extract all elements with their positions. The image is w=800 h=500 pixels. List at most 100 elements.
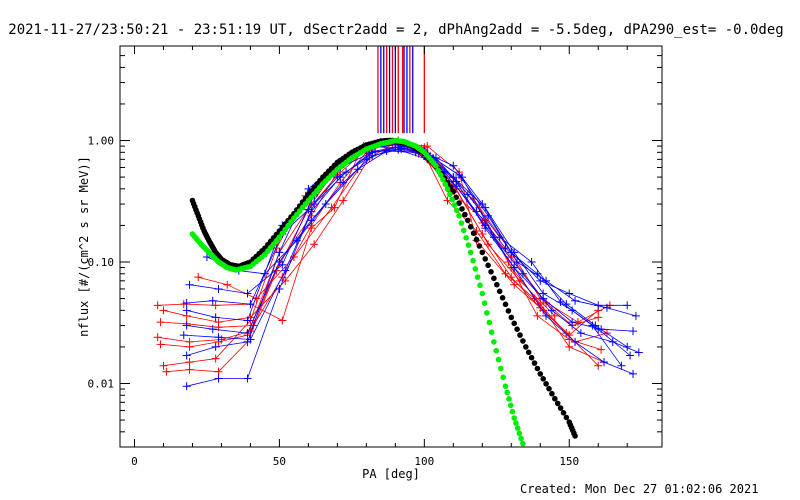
fit-curve-point-green — [285, 222, 291, 229]
data-point-blue — [394, 143, 403, 152]
data-point-blue — [275, 248, 284, 257]
fit-curve-point-black — [534, 365, 541, 372]
fit-curve-point-green — [479, 290, 486, 297]
data-point-blue — [431, 153, 440, 162]
data-point-blue — [565, 289, 574, 298]
fit-curve-point-green — [493, 347, 500, 354]
y-tick-label: 0.10 — [88, 256, 115, 269]
data-point-blue — [518, 269, 527, 278]
fit-curve-point-black — [459, 206, 465, 212]
data-point-blue — [208, 325, 217, 334]
data-point-blue — [542, 311, 551, 320]
data-point-blue — [458, 173, 467, 182]
fit-curve-point-black — [482, 256, 489, 262]
data-point-red — [597, 345, 606, 354]
data-point-blue — [275, 284, 284, 293]
fit-curve-point-green — [474, 274, 481, 280]
data-point-blue — [571, 337, 580, 346]
fit-curve-point-green — [509, 408, 516, 415]
fit-curve-point-green — [454, 207, 460, 214]
fit-curve-point-black — [496, 288, 503, 295]
data-point-blue — [568, 318, 577, 327]
fit-curve-point-green — [500, 374, 507, 381]
x-axis-label: PA [deg] — [362, 467, 420, 481]
data-point-blue — [243, 316, 252, 325]
data-point-red — [565, 331, 574, 340]
data-point-red — [594, 313, 603, 322]
data-point-red — [484, 240, 493, 249]
fit-curve-point-black — [540, 376, 546, 382]
fit-curve-point-black — [488, 269, 494, 275]
fit-curve-point-green — [449, 196, 456, 203]
fit-curve-point-green — [440, 176, 446, 183]
data-point-blue — [243, 337, 252, 346]
fit-curve-point-black — [552, 395, 558, 402]
fit-curve-point-black — [511, 320, 517, 327]
fit-curve-point-green — [451, 202, 458, 208]
y-axis: 0.01 0.10 1.00 — [88, 45, 662, 448]
data-point-blue — [182, 351, 191, 360]
x-axis: 0 50 100 150 — [131, 46, 628, 468]
data-point-blue — [449, 161, 458, 170]
fit-curve-point-black — [465, 217, 471, 224]
fit-curve-group — [189, 137, 578, 447]
created-timestamp: Created: Mon Dec 27 01:02:06 2021 — [520, 482, 758, 496]
data-point-blue — [547, 306, 556, 315]
fit-curve-point-green — [433, 162, 439, 169]
data-point-blue — [463, 190, 472, 199]
fit-curve-point-green — [276, 234, 283, 240]
fit-curve-point-green — [486, 319, 493, 326]
fit-curve-point-green — [458, 220, 465, 226]
fit-curve-point-black — [499, 295, 506, 301]
x-tick-label: 50 — [273, 455, 286, 468]
data-point-red — [310, 240, 319, 249]
fit-curve-point-green — [491, 339, 497, 345]
fit-curve-point-green — [502, 383, 509, 390]
data-point-blue — [542, 276, 551, 285]
series-line-red — [163, 142, 608, 343]
fit-curve-point-black — [525, 349, 532, 356]
fit-curve-point-black — [467, 224, 474, 230]
data-point-blue — [214, 284, 223, 293]
data-point-blue — [602, 303, 611, 312]
fit-curve-point-black — [557, 405, 564, 411]
data-point-blue — [321, 200, 330, 209]
y-axis-label: nflux [#/(cm^2 s sr MeV)] — [77, 156, 91, 337]
fit-curve-point-black — [505, 308, 512, 314]
fit-curve-point-green — [435, 167, 442, 174]
data-point-red — [533, 311, 542, 320]
fit-curve-point-green — [282, 226, 289, 233]
data-point-blue — [539, 289, 548, 298]
data-point-blue — [481, 224, 490, 233]
data-point-blue — [449, 173, 458, 182]
fit-curve-point-green — [437, 172, 444, 178]
data-point-blue — [185, 280, 194, 289]
data-point-blue — [182, 321, 191, 330]
fit-curve-point-green — [484, 310, 490, 316]
data-point-blue — [310, 200, 319, 209]
data-point-blue — [307, 216, 316, 225]
fit-curve-point-green — [288, 219, 294, 225]
data-point-blue — [214, 333, 223, 342]
y-tick-label: 0.01 — [88, 377, 115, 390]
data-point-blue — [260, 269, 269, 278]
fit-curve-point-green — [460, 227, 467, 234]
fit-curve-point-green — [465, 242, 472, 248]
fit-curve-point-green — [442, 181, 449, 187]
data-point-red — [501, 269, 510, 278]
vertical-line-group — [377, 46, 425, 134]
chart-title: 2021-11-27/23:50:21 - 23:51:19 UT, dSect… — [8, 22, 783, 38]
fit-curve-point-black — [485, 262, 491, 269]
fit-curve-point-black — [528, 354, 535, 361]
data-point-blue — [617, 361, 626, 370]
data-point-blue — [281, 266, 290, 275]
data-point-red — [327, 203, 336, 212]
fit-curve-point-black — [470, 230, 477, 236]
fit-curve-point-green — [488, 329, 495, 336]
fit-curve-point-black — [563, 414, 570, 421]
fit-curve-point-green — [477, 282, 483, 289]
data-point-blue — [513, 258, 522, 267]
data-point-red — [278, 316, 287, 325]
data-point-blue — [623, 301, 632, 310]
